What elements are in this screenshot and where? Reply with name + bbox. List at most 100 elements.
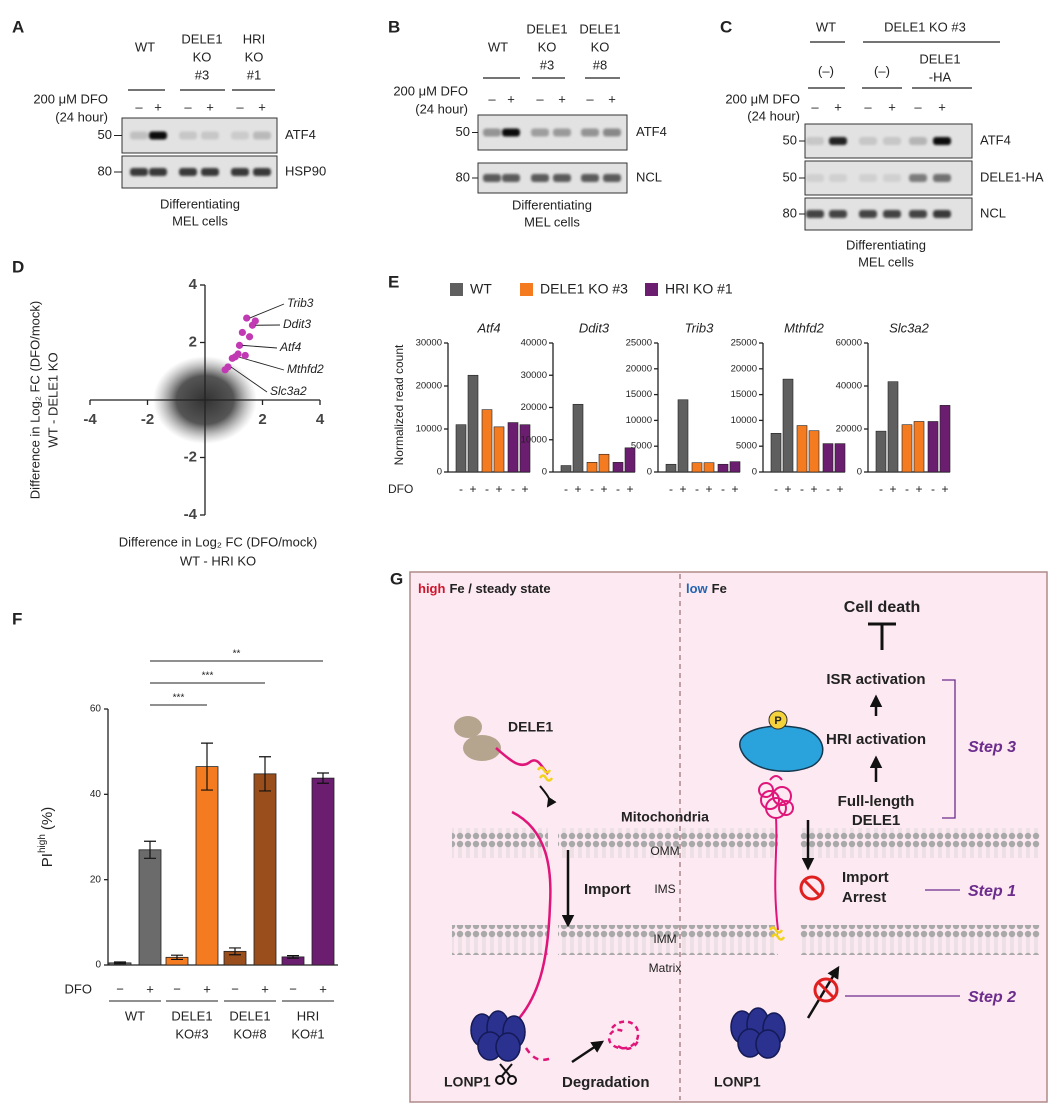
bar [455,424,467,473]
bar [927,421,939,473]
point-label: Atf4 [279,340,302,354]
y-tick-label: 30000 [416,338,442,349]
shape [499,1063,511,1077]
arrow [571,1040,605,1064]
caption: MEL cells [524,214,580,229]
right-title: low Fe [686,581,727,596]
lane-header: HRI [243,31,265,46]
x-tick-label: − [289,981,297,996]
row-label: HSP90 [285,163,326,178]
band [883,174,901,182]
title-rest: Fe [712,581,727,596]
x-tick-label: + [146,981,154,996]
bar [467,374,479,473]
shape [507,1075,517,1085]
protein-label: LONP1 [714,1074,761,1090]
x-tick-label: 4 [316,411,325,428]
x-tick-label: + [836,482,843,496]
band [483,174,501,182]
y-tick-label: 0 [857,467,862,478]
lane-sign: – [864,99,872,114]
y-tick-label: -2 [184,448,197,465]
dele1-folded [758,775,794,931]
bar [612,462,624,473]
group-label: KO#8 [233,1026,266,1041]
band [149,168,167,176]
leader [230,366,268,393]
lane-header: DELE1 [526,21,567,36]
bar [770,432,782,473]
band [909,174,927,182]
panel-label: G [390,569,403,588]
shape [774,817,779,931]
band [553,128,571,137]
panel-label: E [388,272,399,291]
degradation-label: Degradation [562,1074,650,1091]
band [933,137,951,145]
bar [624,447,636,473]
lane-sign: + [608,91,616,106]
y-tick-label: 0 [542,467,547,478]
lane-header: (–) [818,63,834,78]
bar [481,409,493,473]
band [149,131,167,140]
x-tick-label: - [774,482,778,496]
band [806,174,824,182]
point [235,341,244,349]
x-tick-label: - [616,482,620,496]
band [179,168,197,176]
x-tick-label: - [905,482,909,496]
shape [452,925,548,955]
y-axis-label: Difference in Log₂ FC (DFO/mock) [27,301,42,499]
x-tick-label: 2 [258,411,266,428]
bar [195,766,219,966]
phospho-label: P [774,715,781,727]
group-label: DELE1 [171,1008,212,1023]
lane-sign: – [914,99,922,114]
x-tick-label: + [705,482,712,496]
legend-swatch [645,283,658,296]
arrest-label: Import [842,869,889,886]
x-tick-label: + [941,482,948,496]
band [130,168,148,176]
band [130,131,148,140]
treatment-label: (24 hour) [747,108,800,123]
error-bar [259,756,271,792]
caption: Differentiating [846,237,926,252]
arrow [539,785,557,808]
bar [808,430,820,473]
band [553,174,571,182]
bracket [942,679,956,819]
y-axis-label: WT - DELE1 KO [45,352,60,447]
x-tick-label: - [800,482,804,496]
y-axis-label: PIhigh (%) [37,807,56,867]
y-tick-label: 0 [647,467,652,478]
row-label: DELE1-HA [980,169,1044,184]
bar [519,424,531,473]
chart-title: Ddit3 [579,320,610,335]
error-bar [171,954,183,961]
y-tick-label: 40000 [521,338,547,349]
point-label: Trib3 [287,296,314,310]
bar [703,462,715,473]
caption: Differentiating [512,197,592,212]
bar [887,381,899,473]
cascade-item: DELE1 [852,812,900,829]
bar [572,403,584,473]
point [243,314,251,322]
point [238,328,246,337]
bar [507,422,519,473]
x-tick-label: − [116,981,124,996]
point [221,366,229,374]
x-tick-label: + [495,482,502,496]
significance-label: ** [233,649,241,660]
x-tick-label: + [810,482,817,496]
x-axis-label: WT - HRI KO [180,553,256,568]
panel-label: D [12,257,24,276]
shape [755,1029,781,1059]
y-tick-label: 10000 [731,415,757,426]
leader [249,303,285,319]
y-tick-label: 20000 [626,363,652,374]
left-title: high Fe / steady state [418,581,551,596]
